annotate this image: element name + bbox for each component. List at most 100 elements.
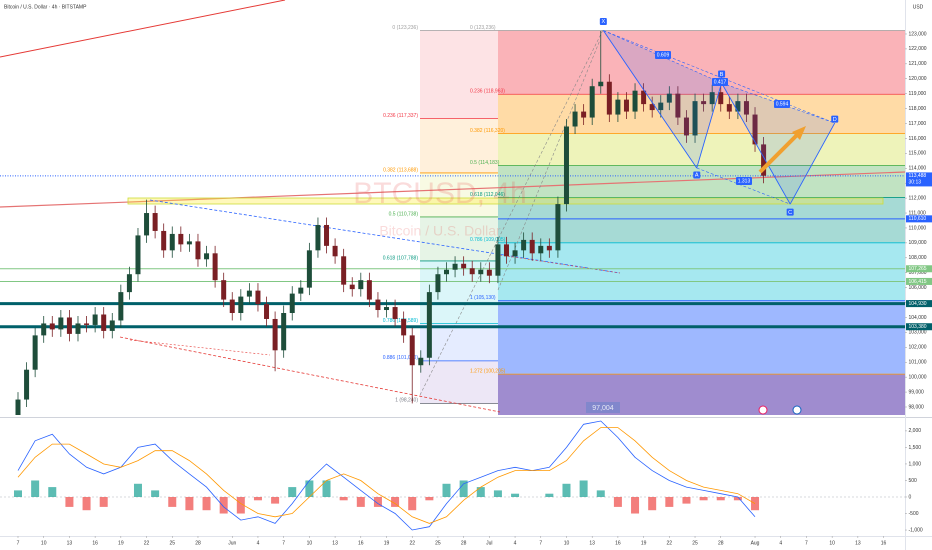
y-tick-label: 99,000 [909,389,925,395]
histogram-bar [751,496,760,511]
pattern-point-box [599,17,607,25]
y-tick-label: 102,000 [909,345,927,351]
fib-label: 0.786 (109,005) [470,237,506,243]
ratio-box [736,177,752,185]
pattern-point-box [693,171,701,179]
y-tick-label: 500 [909,478,918,484]
candle-body [41,323,47,336]
harmonic-pattern: X A B C D 0.609 0.417 0.594 1.313 97,004 [586,17,839,413]
arrow-head [792,126,806,140]
candle-body [409,335,415,366]
x-tick-label: 22 [144,540,150,546]
y-tick-label: 101,000 [909,360,927,366]
dashed-line [129,339,271,356]
fib-label: 0.236 (118,963) [470,89,505,95]
histogram-bar [322,480,331,497]
candle-body [709,92,715,105]
histogram-bar [271,496,280,504]
x-tick-label: Jun [228,540,236,546]
histogram-bar [682,496,691,504]
histogram-bar [716,496,725,501]
candle-body [212,253,218,281]
fib-label: 0.5 (114,183) [470,160,500,166]
candle-body [15,399,21,415]
axes: 98,00099,000100,000101,000102,000103,000… [17,31,932,546]
histogram-bar [648,496,657,511]
candle-body [332,245,338,257]
x-tick-label: 13 [67,540,73,546]
histogram-bar [579,480,588,497]
candle-body [581,111,587,118]
x-tick-label: 25 [435,540,441,546]
x-tick-label: 28 [195,540,201,546]
y-tick-label: 0 [909,494,912,500]
x-tick-label: 19 [641,540,647,546]
candle-body [529,239,535,254]
candle-body [246,290,252,297]
histogram-bar [562,483,571,497]
candle-body [503,244,509,257]
y-tick-label: 120,000 [909,76,927,82]
ratio-box [655,51,671,59]
candle-body [469,268,475,275]
dashed-line [499,254,621,274]
y-tick-label: 110,000 [909,225,927,231]
histogram-bar [288,487,297,497]
y-tick-label: 122,000 [909,46,927,52]
y-tick-label: 1,000 [909,461,922,467]
y-tick-label: 106,000 [909,285,927,291]
y-tick-label: 119,000 [909,91,927,97]
histogram-bar [31,480,40,497]
candle-body [726,104,732,112]
candle-body [152,213,158,231]
chart-title: Bitcoin / U.S. Dollar · 4h · BITSTAMP [4,4,87,10]
candle-body [675,93,681,118]
candle-body [623,99,629,112]
price-label: 103,380 [909,324,927,330]
price-label-box [906,300,932,308]
candle-body [555,204,561,251]
x-tick-label: 4 [514,540,517,546]
price-label-box [906,277,932,285]
candle-body [49,323,55,330]
candle-body [649,104,655,111]
histogram-bar [168,496,177,507]
histogram-bar [82,496,91,511]
price-label: 106,415 [909,279,927,285]
pattern-point-box [831,115,839,123]
candle-body [735,101,741,112]
candle-body [66,317,72,334]
candle-body [186,241,192,245]
histogram-bar [219,496,228,514]
watermark-subtitle: Bitcoin / U.S. Dollar [379,223,501,239]
oscillator-line [17,420,756,531]
x-tick-label: 10 [829,540,835,546]
candle-body [229,299,235,314]
event-icon [758,405,768,415]
candle-body [444,269,450,275]
fib-label: 0.236 (117,337) [383,113,418,119]
histogram-bar [151,490,160,497]
histogram-bar [48,487,57,497]
x-tick-label: 10 [564,540,570,546]
x-tick-label: 10 [307,540,313,546]
y-tick-label: 2,000 [909,428,922,434]
x-tick-label: 10 [41,540,47,546]
candle-body [615,99,621,115]
ratio-box [712,78,728,86]
price-label: 110,610 [909,216,927,222]
x-tick-label: 4 [779,540,782,546]
candle-body [306,250,312,288]
candle-body [126,274,132,293]
price-label: 107,265 [909,266,927,272]
candle-body [169,233,175,251]
histogram-bar [305,480,314,497]
x-tick-label: 16 [615,540,621,546]
x-tick-label: 22 [409,540,415,546]
range-box [586,402,620,413]
x-tick-label: 7 [282,540,285,546]
x-tick-label: 13 [855,540,861,546]
candle-body [401,318,407,336]
candle-body [632,90,638,112]
